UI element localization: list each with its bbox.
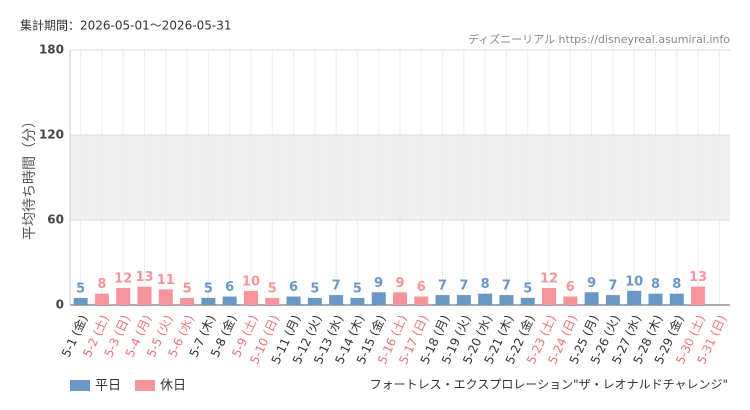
bar (563, 296, 578, 305)
data-label: 5 (204, 281, 213, 296)
y-tick-label: 120 (39, 128, 64, 142)
bar (158, 289, 173, 305)
bar (137, 286, 152, 305)
data-label: 8 (672, 277, 681, 292)
bar (669, 293, 684, 305)
data-label: 5 (268, 281, 277, 296)
y-axis-label: 平均待ち時間（分） (22, 114, 38, 240)
bar (414, 296, 429, 305)
data-label: 10 (242, 274, 260, 289)
bar (691, 286, 706, 305)
bar (286, 296, 301, 305)
bar (180, 297, 195, 305)
y-tick-label: 60 (47, 213, 64, 227)
bar (94, 293, 109, 305)
bar (627, 290, 642, 305)
source: ディズニーリアル https://disneyreal.asumirai.inf… (468, 32, 730, 46)
data-label: 7 (502, 279, 511, 294)
bar (371, 292, 386, 305)
bar (520, 297, 535, 305)
bar (478, 293, 493, 305)
bar (73, 297, 88, 305)
data-label: 13 (135, 270, 153, 285)
bar (393, 292, 407, 305)
data-label: 6 (417, 280, 426, 295)
data-label: 8 (481, 277, 490, 292)
data-label: 6 (225, 280, 234, 295)
bar (605, 295, 620, 305)
data-label: 12 (540, 272, 558, 287)
data-label: 5 (183, 281, 192, 296)
data-label: 7 (332, 279, 341, 294)
data-label: 8 (651, 277, 660, 292)
data-label: 5 (76, 281, 85, 296)
data-label: 13 (689, 270, 707, 285)
data-label: 9 (587, 276, 596, 291)
bar (307, 297, 322, 305)
bar (435, 295, 450, 305)
y-tick-label: 180 (39, 43, 64, 57)
bar (265, 297, 280, 305)
bar (222, 296, 237, 305)
data-label: 5 (310, 281, 319, 296)
data-label: 6 (566, 280, 575, 295)
bar (243, 290, 258, 305)
data-label: 9 (374, 276, 383, 291)
data-label: 11 (157, 273, 175, 288)
bar (499, 295, 514, 305)
bar (350, 297, 365, 305)
data-label: 7 (608, 279, 617, 294)
legend-label: 休日 (160, 379, 186, 394)
legend-swatch (70, 380, 90, 391)
data-label: 6 (289, 280, 298, 295)
data-label: 7 (438, 279, 447, 294)
bar (584, 292, 599, 305)
data-label: 10 (625, 274, 643, 289)
data-label: 7 (459, 279, 468, 294)
bar (201, 297, 216, 305)
bar (329, 295, 344, 305)
data-label: 9 (395, 276, 404, 291)
subtitle: フォートレス・エクスプロレーション"ザ・レオナルドチャレンジ" (370, 378, 728, 392)
data-label: 5 (523, 281, 532, 296)
data-label: 5 (353, 281, 362, 296)
bar (456, 295, 471, 305)
chart-title: 集計期間：2026-05-01～2026-05-31 (20, 18, 231, 33)
data-label: 8 (97, 277, 106, 292)
legend-swatch (135, 380, 155, 391)
bar (542, 288, 557, 305)
bar (116, 288, 131, 305)
bar (648, 293, 663, 305)
y-tick-label: 0 (56, 298, 64, 312)
legend-label: 平日 (95, 379, 121, 394)
data-label: 12 (114, 272, 132, 287)
